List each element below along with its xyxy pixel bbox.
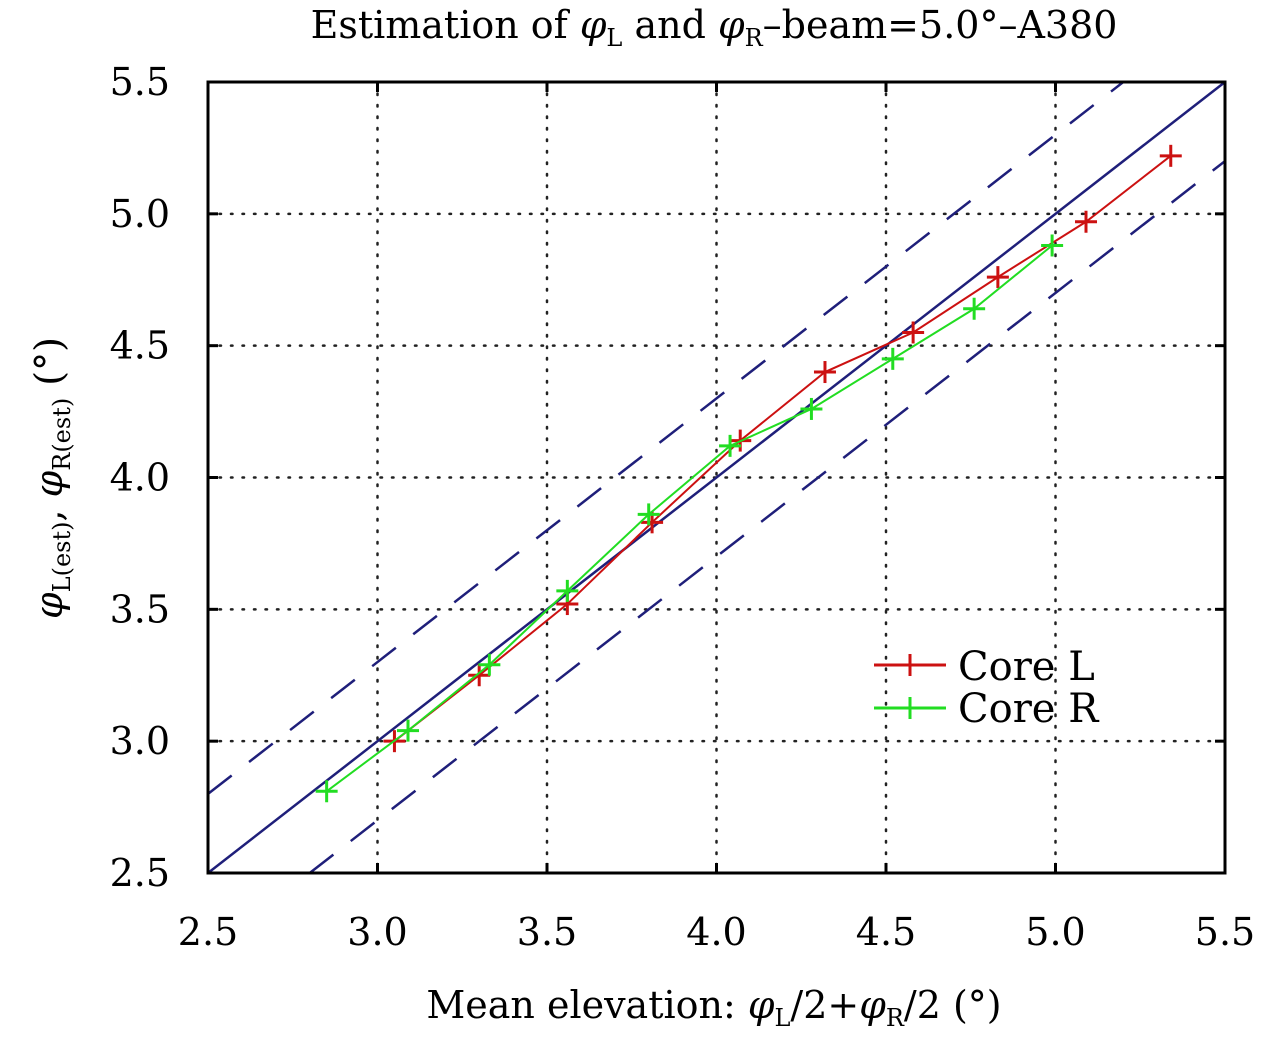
data-point-core-l [1159, 144, 1182, 167]
y-tick-label: 2.5 [110, 851, 170, 895]
x-tick-label: 3.0 [347, 910, 407, 954]
data-point-core-r [556, 579, 579, 602]
x-tick-label: 4.0 [686, 910, 746, 954]
data-point-core-r [1041, 234, 1064, 257]
data-point-core-r [637, 503, 660, 526]
x-tick-label: 5.0 [1025, 910, 1085, 954]
legend-label-core-l: Core L [958, 644, 1095, 690]
data-point-core-l [468, 664, 491, 687]
y-tick-labels: 2.5 3.0 3.5 4.0 4.5 5.0 5.5 [110, 60, 170, 895]
x-tick-label: 3.5 [517, 910, 577, 954]
data-point-core-r [315, 780, 338, 803]
data-point-core-l [902, 321, 925, 344]
reference-lines [207, 81, 1226, 874]
chart-title: Estimation of φL and φR–beam=5.0°–A380 [311, 3, 1118, 52]
y-tick-label: 3.0 [110, 719, 170, 763]
x-tick-label: 5.5 [1195, 910, 1255, 954]
series-line-core-r [326, 244, 1053, 793]
y-tick-label: 3.5 [110, 587, 170, 631]
y-tick-label: 5.0 [110, 192, 170, 236]
x-axis-label: Mean elevation: φL/2+φR/2 (°) [426, 983, 1001, 1032]
data-point-core-l [813, 361, 836, 384]
x-tick-labels: 2.5 3.0 3.5 4.0 4.5 5.0 5.5 [178, 910, 1255, 954]
lower-bound-line [308, 160, 1226, 874]
series-group [315, 144, 1182, 803]
data-point-core-r [881, 347, 904, 370]
x-tick-label: 4.5 [856, 910, 916, 954]
y-tick-label: 5.5 [110, 60, 170, 104]
y-tick-label: 4.0 [110, 456, 170, 500]
data-point-core-r [719, 434, 742, 457]
legend: Core L Core R [874, 644, 1100, 732]
axis-ticks [206, 80, 1227, 875]
identity-line [207, 81, 1226, 874]
y-axis-label: φL(est), φR(est) (°) [27, 337, 76, 619]
series-line-core-l [393, 155, 1172, 742]
data-point-core-r [800, 397, 823, 420]
upper-bound-line [207, 81, 1125, 795]
data-point-core-l [1075, 210, 1098, 233]
data-point-core-r [963, 297, 986, 320]
data-point-core-r [478, 653, 501, 676]
x-tick-label: 2.5 [178, 910, 238, 954]
legend-label-core-r: Core R [958, 686, 1100, 732]
y-tick-label: 4.5 [110, 324, 170, 368]
legend-item-core-r: Core R [874, 686, 1100, 732]
data-point-core-l [986, 266, 1009, 289]
legend-item-core-l: Core L [874, 644, 1095, 690]
data-point-core-r [397, 719, 420, 742]
